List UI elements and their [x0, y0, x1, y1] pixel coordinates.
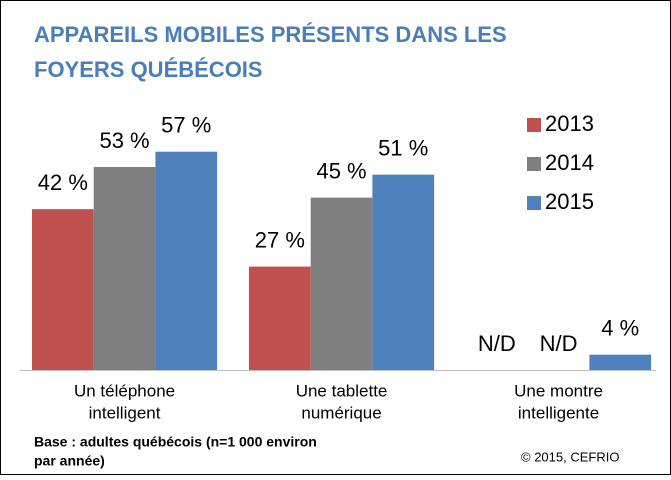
x-tick-label: numérique: [301, 403, 381, 422]
value-label: 51 %: [378, 135, 428, 160]
value-label: N/D: [540, 331, 578, 356]
legend-swatch: [527, 196, 541, 210]
value-label: 42 %: [38, 170, 88, 195]
legend-label: 2015: [545, 189, 594, 214]
legend-swatch: [527, 118, 541, 132]
x-tick-label: Une montre: [514, 381, 603, 400]
bar: [372, 174, 435, 370]
bar: [32, 209, 94, 370]
legend-swatch: [527, 157, 541, 171]
legend-label: 2013: [545, 111, 594, 136]
value-label: 45 %: [316, 158, 366, 183]
bar: [93, 167, 156, 370]
source: © 2015, CEFRIO: [521, 449, 619, 464]
value-label: 57 %: [161, 113, 211, 138]
x-tick-label: Un téléphone: [74, 381, 175, 400]
chart-title: APPAREILS MOBILES PRÉSENTS DANS LES: [34, 22, 507, 47]
x-tick-label: Une tablette: [296, 381, 388, 400]
x-tick-label: intelligent: [89, 403, 161, 422]
bar: [155, 151, 218, 370]
value-label: 4 %: [601, 315, 639, 340]
chart-title: FOYERS QUÉBÉCOIS: [34, 57, 263, 82]
value-label: N/D: [478, 331, 516, 356]
bar: [589, 354, 652, 370]
bar: [310, 197, 373, 370]
value-label: 27 %: [255, 227, 305, 252]
legend-label: 2014: [545, 150, 594, 175]
note: par année): [34, 453, 105, 469]
x-tick-label: intelligente: [518, 403, 599, 422]
value-label: 53 %: [99, 128, 149, 153]
note: Base : adultes québécois (n=1 000 enviro…: [34, 434, 317, 450]
bar: [249, 266, 311, 370]
